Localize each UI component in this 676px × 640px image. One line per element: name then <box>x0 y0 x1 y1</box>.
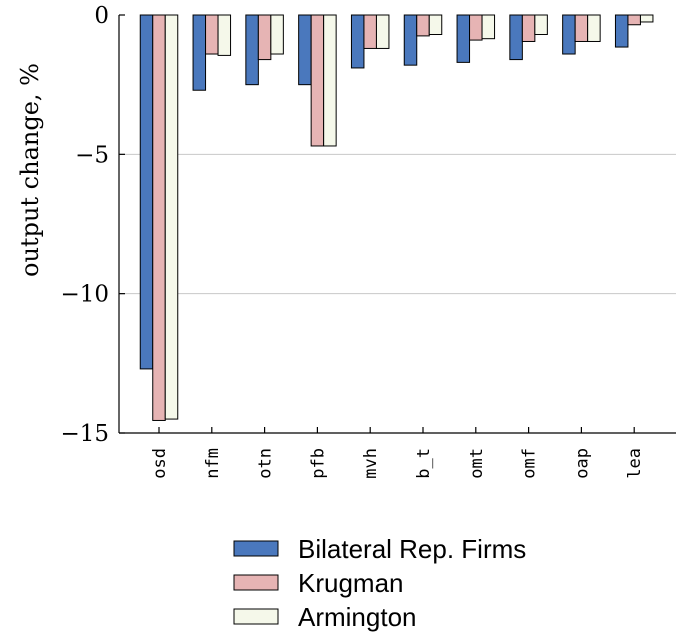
bars <box>139 14 654 421</box>
bar-pfb-0 <box>298 14 312 86</box>
bar-omf-1 <box>521 14 536 42</box>
bar-b_t-0 <box>403 14 418 66</box>
bar-nfm-2 <box>217 14 232 56</box>
bar-omt-1 <box>469 14 483 41</box>
legend-swatch-2 <box>233 608 279 625</box>
x-tick-labels: osd nfm otn pfb mvh b_t omt omf oap lea <box>150 448 645 479</box>
x-tick-label-lea: lea <box>625 448 645 479</box>
y-tick-label: −5 <box>75 142 109 168</box>
bar-otn-1 <box>257 14 272 61</box>
legend: Bilateral Rep. Firms Krugman Armington <box>233 534 526 632</box>
bar-b_t-1 <box>416 14 430 37</box>
grid-lines <box>119 153 676 295</box>
bar-mvh-2 <box>375 14 390 49</box>
legend-swatch-1 <box>233 574 279 591</box>
bar-b_t-2 <box>428 14 443 36</box>
legend-label-0: Bilateral Rep. Firms <box>298 534 526 564</box>
x-tick-label-b_t: b_t <box>414 448 434 479</box>
bar-otn-0 <box>245 14 259 86</box>
y-axis-label: output change, % <box>16 63 44 277</box>
x-tick-label-pfb: pfb <box>308 448 328 479</box>
legend-swatch-0 <box>233 540 279 557</box>
bar-mvh-0 <box>350 14 365 69</box>
bar-lea-0 <box>614 14 629 48</box>
x-tick-label-osd: osd <box>150 448 170 479</box>
x-tick-label-omf: omf <box>520 448 540 479</box>
y-tick-label: 0 <box>94 3 109 29</box>
x-tick-label-otn: otn <box>256 448 276 479</box>
bar-mvh-1 <box>363 14 377 49</box>
bar-lea-1 <box>627 14 641 26</box>
bar-oap-1 <box>574 14 589 42</box>
bar-osd-1 <box>152 14 166 421</box>
bar-pfb-2 <box>323 14 337 147</box>
x-tick-label-mvh: mvh <box>361 448 381 479</box>
legend-label-2: Armington <box>298 602 417 632</box>
bar-omt-0 <box>456 14 471 63</box>
x-tick-label-omt: omt <box>467 448 487 479</box>
y-tick-label: −10 <box>60 282 109 308</box>
bar-nfm-0 <box>192 14 207 91</box>
axes <box>118 14 676 434</box>
bar-lea-2 <box>639 14 654 23</box>
x-tick-label-nfm: nfm <box>203 448 223 479</box>
bar-oap-2 <box>587 14 601 42</box>
x-tick-label-oap: oap <box>572 448 592 479</box>
bar-omf-2 <box>534 14 548 36</box>
legend-label-1: Krugman <box>298 568 404 598</box>
bar-omt-2 <box>481 14 496 40</box>
bar-nfm-1 <box>205 14 219 55</box>
bar-omf-0 <box>509 14 523 61</box>
y-tick-label: −15 <box>60 421 109 447</box>
bar-pfb-1 <box>310 14 325 147</box>
bar-otn-2 <box>270 14 284 55</box>
bar-oap-0 <box>562 14 576 55</box>
bar-osd-0 <box>139 14 154 370</box>
y-tick-labels: 0 −5 −10 −15 <box>60 3 109 447</box>
bar-osd-2 <box>164 14 179 420</box>
